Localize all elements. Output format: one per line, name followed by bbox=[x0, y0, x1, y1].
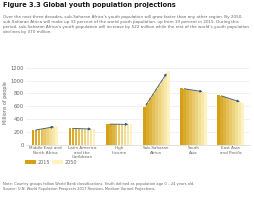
Bar bbox=[126, 124, 129, 145]
Y-axis label: Millions of people: Millions of people bbox=[3, 82, 8, 124]
Bar bbox=[151, 94, 154, 145]
Bar bbox=[31, 130, 34, 145]
Bar bbox=[37, 129, 40, 145]
Bar bbox=[223, 97, 225, 145]
Bar bbox=[231, 100, 234, 145]
Bar bbox=[240, 103, 243, 145]
Bar bbox=[123, 124, 126, 145]
Bar bbox=[237, 102, 240, 145]
Bar bbox=[89, 129, 92, 145]
Bar bbox=[185, 89, 188, 145]
Bar bbox=[182, 89, 185, 145]
Bar bbox=[200, 92, 203, 145]
Bar bbox=[52, 127, 55, 145]
Bar bbox=[160, 80, 163, 145]
Bar bbox=[194, 91, 197, 145]
Bar bbox=[120, 124, 123, 145]
Bar bbox=[157, 85, 160, 145]
Text: Note: Country groups follow World Bank classifications. Youth defined as populat: Note: Country groups follow World Bank c… bbox=[3, 182, 193, 191]
Bar bbox=[105, 124, 108, 145]
Bar bbox=[83, 129, 86, 145]
Bar bbox=[203, 92, 206, 145]
Bar bbox=[146, 103, 148, 145]
Bar bbox=[180, 88, 182, 145]
Bar bbox=[163, 75, 166, 145]
Bar bbox=[80, 129, 83, 145]
Bar bbox=[142, 108, 145, 145]
Bar bbox=[74, 129, 77, 145]
Bar bbox=[55, 126, 58, 145]
Bar bbox=[40, 129, 43, 145]
Bar bbox=[225, 98, 228, 145]
Bar bbox=[219, 96, 222, 145]
Bar bbox=[148, 98, 151, 145]
Bar bbox=[77, 129, 80, 145]
Text: Figure 3.3 Global youth population projections: Figure 3.3 Global youth population proje… bbox=[3, 2, 174, 8]
Text: Over the next three decades, sub-Saharan Africa’s youth population will grow fas: Over the next three decades, sub-Saharan… bbox=[3, 15, 248, 34]
Bar bbox=[234, 101, 237, 145]
Bar bbox=[35, 130, 37, 145]
Bar bbox=[191, 90, 194, 145]
Bar bbox=[114, 124, 117, 145]
Bar bbox=[86, 129, 89, 145]
Bar bbox=[43, 128, 46, 145]
Bar bbox=[188, 90, 191, 145]
Bar bbox=[216, 95, 219, 145]
Bar bbox=[228, 99, 231, 145]
Bar bbox=[108, 124, 111, 145]
Legend: 2015, 2050: 2015, 2050 bbox=[25, 160, 76, 165]
Bar bbox=[117, 124, 120, 145]
Bar bbox=[69, 128, 71, 145]
Bar bbox=[112, 124, 114, 145]
Bar bbox=[92, 129, 95, 145]
Bar bbox=[154, 89, 157, 145]
Bar bbox=[46, 128, 49, 145]
Bar bbox=[129, 124, 132, 145]
Bar bbox=[49, 127, 52, 145]
Bar bbox=[197, 91, 200, 145]
Bar bbox=[166, 71, 169, 145]
Bar bbox=[71, 128, 74, 145]
